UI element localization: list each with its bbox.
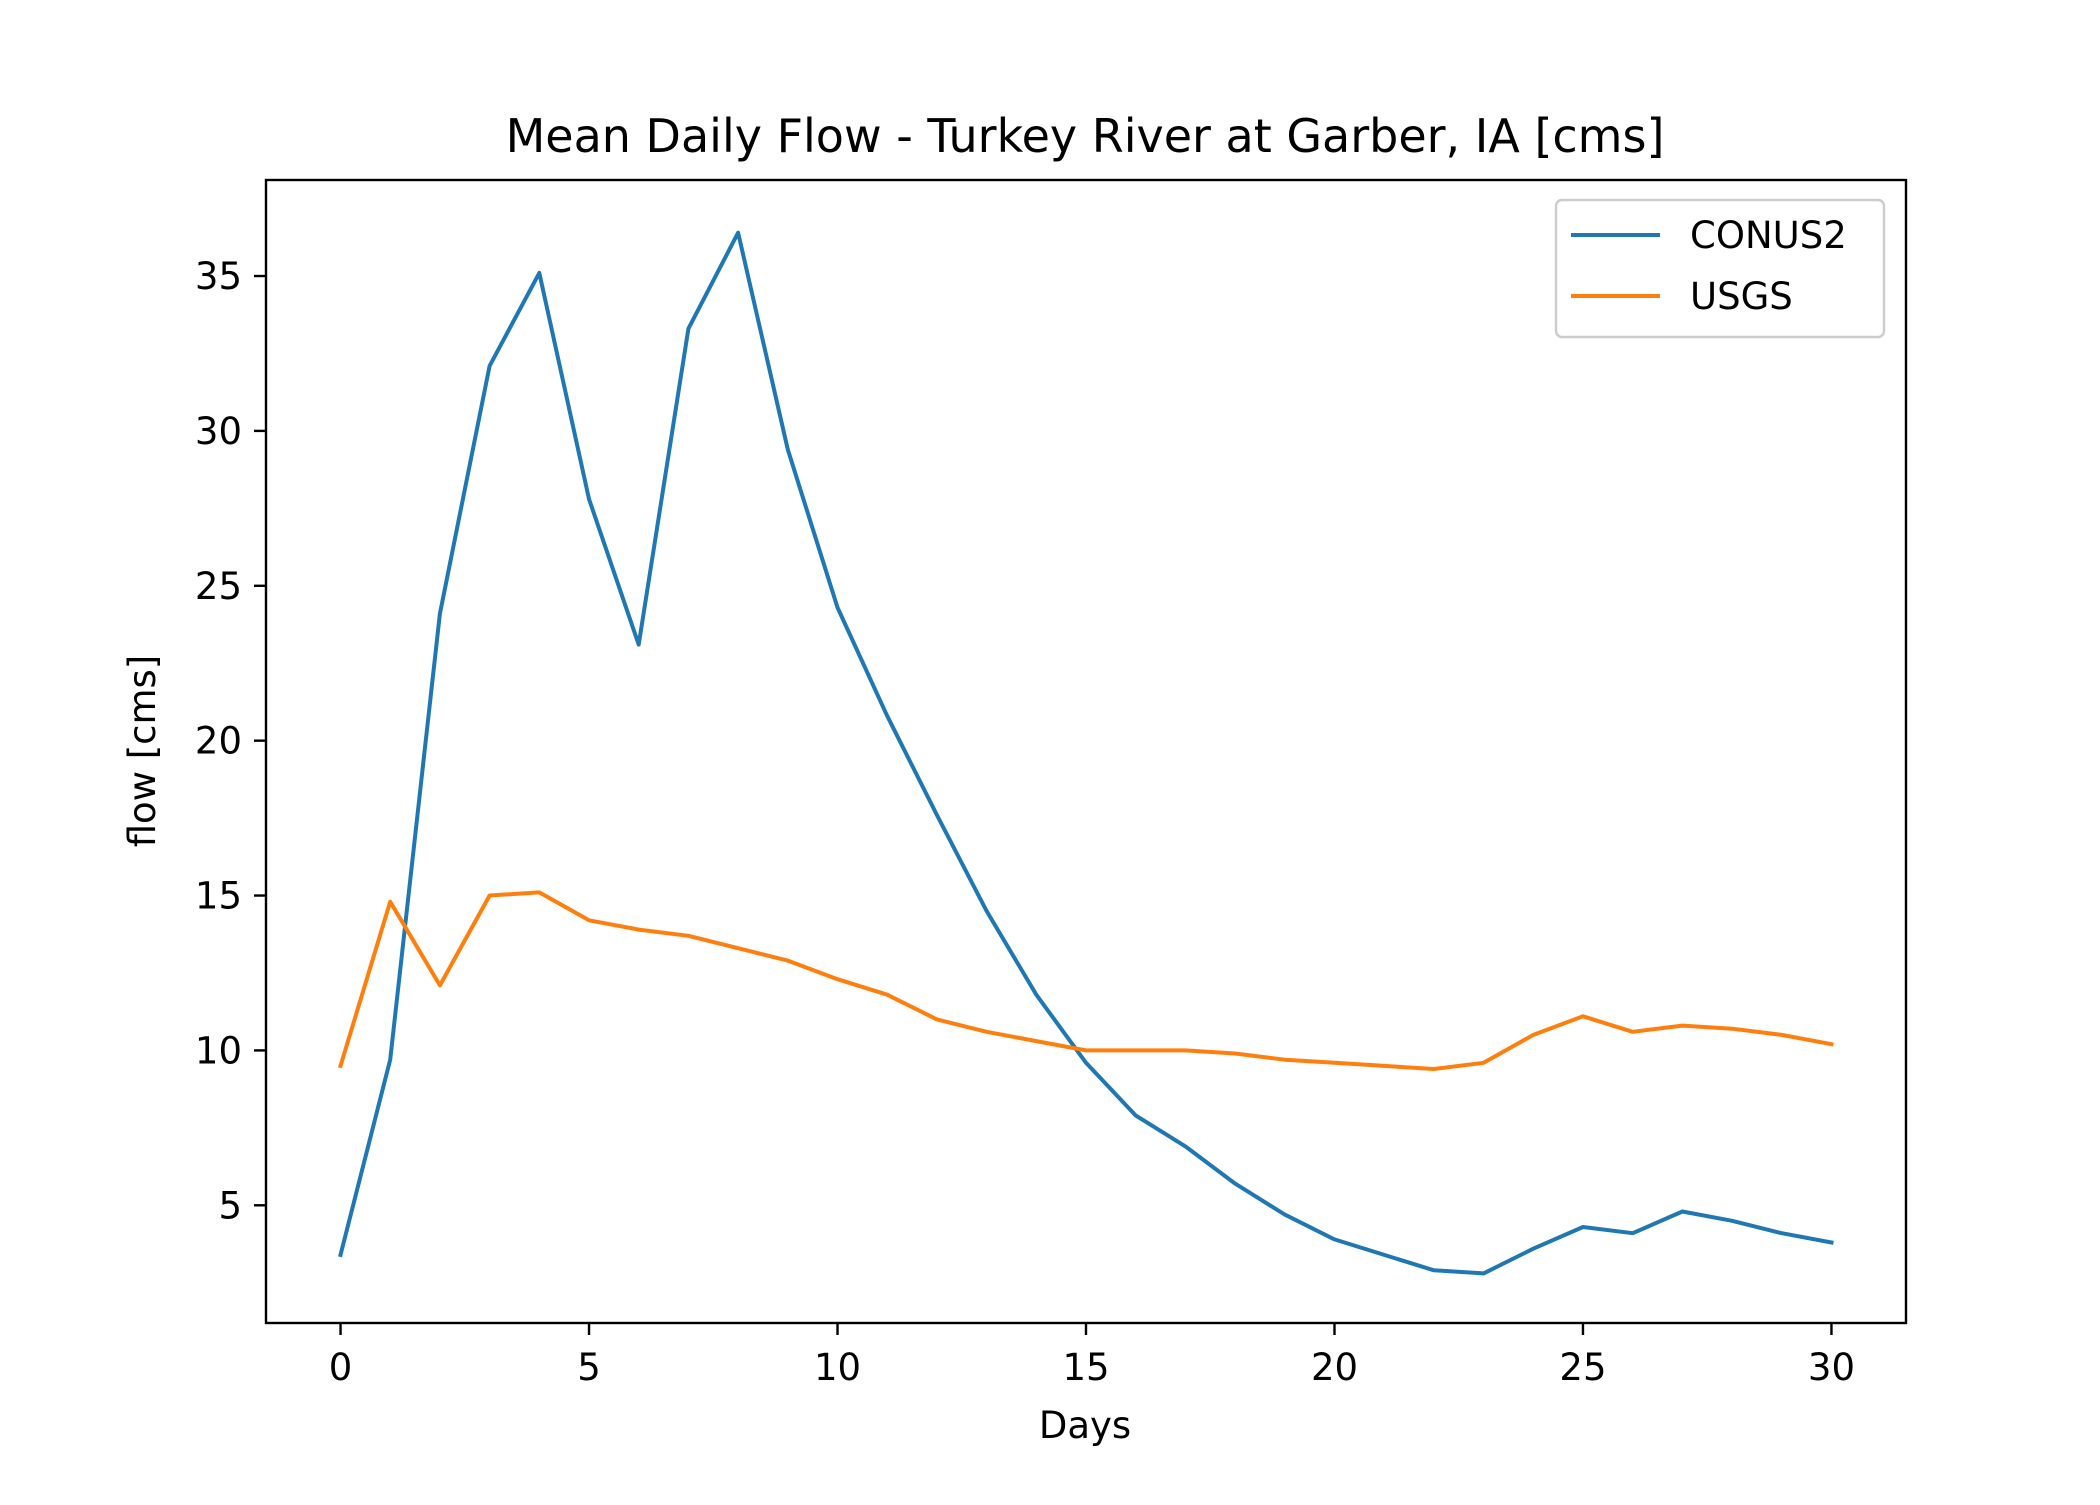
y-tick-label: 35 [195, 255, 242, 298]
x-tick-label: 30 [1808, 1346, 1855, 1389]
x-axis-label: Days [1039, 1404, 1131, 1447]
y-tick-label: 15 [195, 875, 242, 918]
x-tick-label: 20 [1311, 1346, 1358, 1389]
y-tick-label: 20 [195, 720, 242, 763]
x-tick-label: 25 [1559, 1346, 1606, 1389]
x-tick-label: 15 [1062, 1346, 1109, 1389]
y-axis-ticks: 5 10 15 20 25 30 35 [195, 255, 266, 1227]
plot-frame [264, 178, 1908, 1325]
legend: CONUS2 USGS [1554, 198, 1886, 339]
x-tick-label: 0 [329, 1346, 353, 1389]
chart-title: Mean Daily Flow - Turkey River at Garber… [506, 109, 1665, 163]
series-line-usgs [338, 890, 1834, 1071]
legend-label-usgs: USGS [1690, 275, 1793, 318]
x-tick-label: 10 [814, 1346, 861, 1389]
y-axis-label: flow [cms] [121, 655, 164, 848]
x-axis-ticks: 0 5 10 15 20 25 30 [329, 1323, 1855, 1389]
y-tick-label: 5 [218, 1184, 242, 1227]
series-layer [338, 230, 1834, 1276]
x-tick-label: 5 [577, 1346, 601, 1389]
y-tick-label: 10 [195, 1029, 242, 1072]
y-tick-label: 30 [195, 410, 242, 453]
y-tick-label: 25 [195, 565, 242, 608]
legend-label-conus2: CONUS2 [1690, 214, 1847, 257]
series-line-conus2 [338, 230, 1834, 1276]
